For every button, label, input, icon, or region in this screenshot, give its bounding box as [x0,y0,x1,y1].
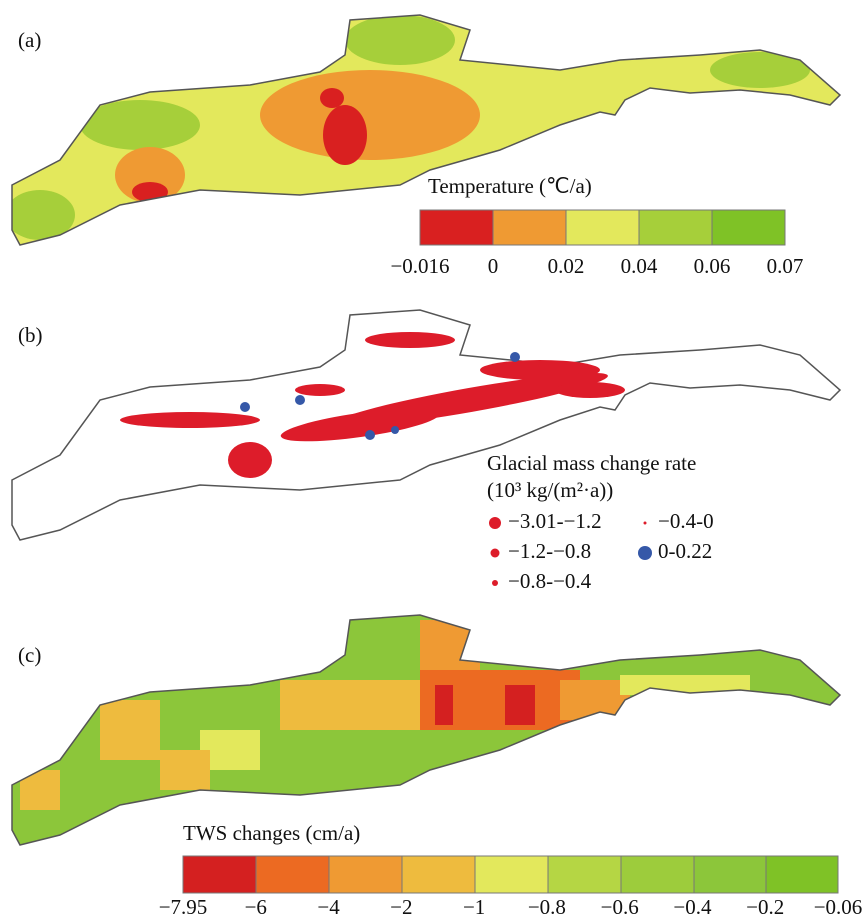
legend-tick-label: 0.07 [767,254,804,278]
legend-tick-label: −0.8 [528,895,566,919]
glacier-map [11,309,841,541]
legend-tick-label: −1 [463,895,485,919]
legend-tick-label: −0.2 [746,895,784,919]
legend-title: Temperature (℃/a) [428,174,592,198]
legend-item: −3.01-−1.2 [508,509,602,533]
legend-tick-label: −0.6 [601,895,639,919]
legend-tick-label: −0.016 [390,254,449,278]
tws-map [11,614,841,846]
legend-item: −0.4-0 [658,509,714,533]
legend-title: Glacial mass change rate [487,451,696,475]
legend-item: −1.2-−0.8 [508,539,591,563]
legend-item: 0-0.22 [658,539,712,563]
legend-tick-label: 0.02 [548,254,585,278]
legend-tick-label: −0.06 [814,895,862,919]
legend-tick-label: −0.4 [673,895,712,919]
legend-tick-label: −6 [245,895,267,919]
legend-colorbar [182,855,839,894]
legend-title: TWS changes (cm/a) [183,821,360,845]
legend: −3.01-−1.2 −1.2-−0.8 −0.8-−0.4 −0.4-0 0-… [489,509,714,593]
legend-tick-label: 0 [488,254,499,278]
legend-item: −0.8-−0.4 [508,569,592,593]
panel-label: (b) [18,323,43,347]
legend-colorbar [419,209,786,246]
legend-tick-label: 0.04 [621,254,658,278]
panel-label: (a) [18,28,41,52]
panel-label: (c) [18,643,41,667]
legend-tick-label: −4 [317,895,340,919]
legend-tick-label: −2 [390,895,412,919]
legend-tick-label: 0.06 [694,254,731,278]
legend-tick-label: −7.95 [159,895,208,919]
legend-unit: (10³ kg/(m²·a)) [487,478,613,502]
